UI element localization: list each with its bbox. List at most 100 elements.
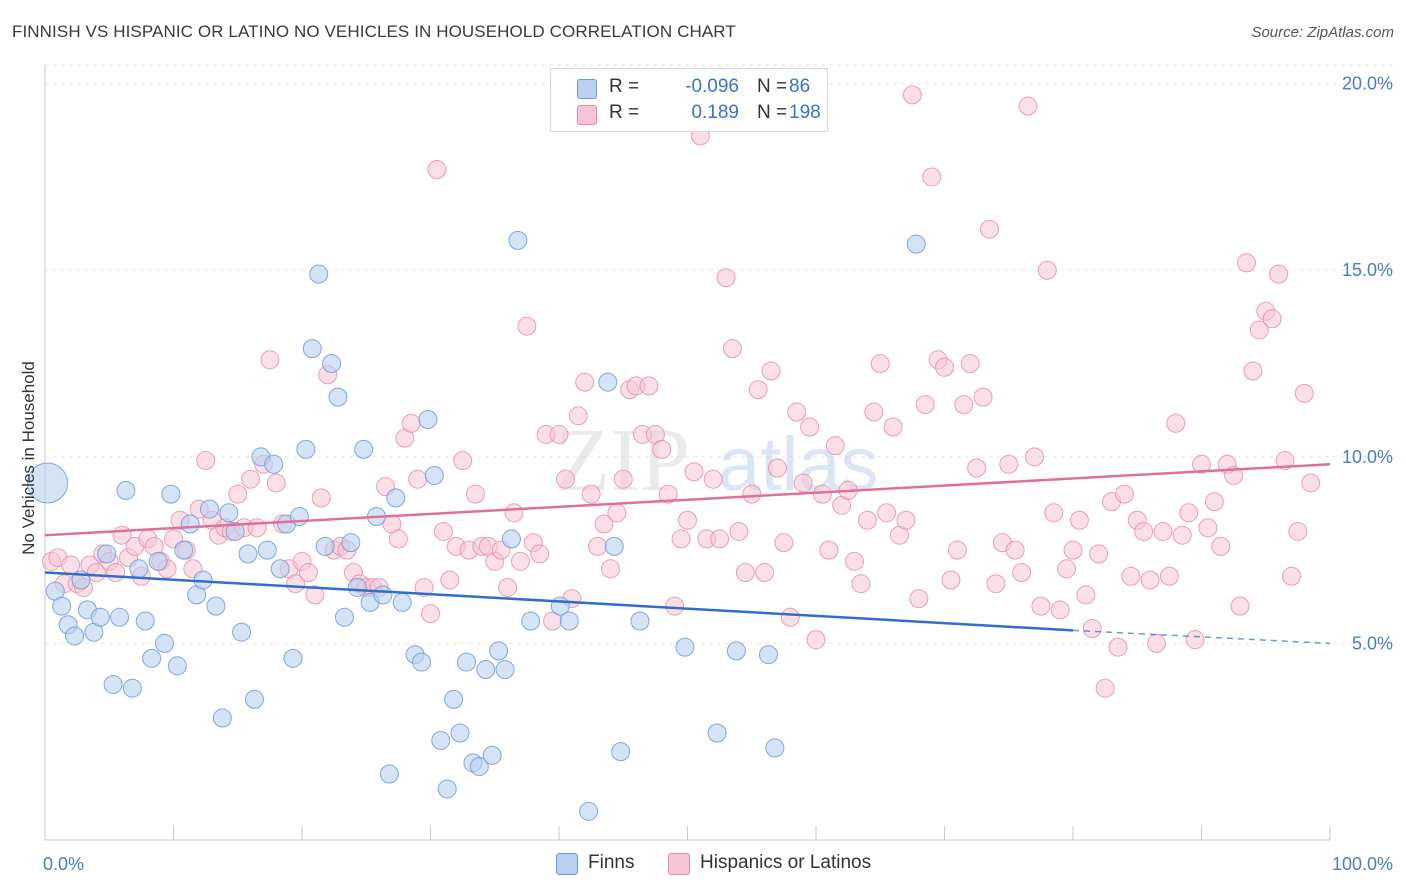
hispanic-point — [530, 544, 550, 564]
finns-point — [270, 559, 290, 579]
finns-point — [559, 611, 579, 631]
finns-point — [135, 611, 155, 631]
hispanic-point — [742, 484, 762, 504]
hispanic-point — [735, 563, 755, 583]
finns-point — [199, 499, 219, 519]
y-axis-title: No Vehicles in Household — [19, 361, 38, 555]
hispanic-point — [767, 458, 787, 478]
trend-lines — [44, 463, 1331, 645]
finns-point — [604, 536, 624, 556]
hispanic-point — [196, 451, 216, 471]
hispanic-point — [594, 514, 614, 534]
finns-point — [373, 585, 393, 605]
hispanic-point — [954, 395, 974, 415]
axes — [44, 65, 1331, 841]
finns-point — [476, 660, 496, 680]
hispanic-point — [812, 484, 832, 504]
hispanic-point — [973, 387, 993, 407]
hispanic-point — [1108, 637, 1128, 657]
hispanic-point — [266, 473, 286, 493]
hispanic-point — [388, 529, 408, 549]
hispanics-label: Hispanics or Latinos — [700, 852, 872, 873]
finns-point — [482, 745, 502, 765]
finns-point — [174, 540, 194, 560]
tick-labels: 5.0% 10.0% 15.0% 20.0% 0.0% 100.0% — [43, 74, 1393, 874]
hispanic-point — [1050, 600, 1070, 620]
hispanic-point — [755, 563, 775, 583]
hispanic-point — [1204, 492, 1224, 512]
hispanic-point — [498, 577, 518, 597]
legend-r-label: R = — [609, 102, 640, 123]
hispanic-point — [1211, 536, 1231, 556]
hispanic-point — [1288, 521, 1308, 541]
finns-swatch — [556, 853, 578, 875]
hispanic-point — [999, 454, 1019, 474]
hispanic-point — [915, 395, 935, 415]
hispanic-point — [613, 469, 633, 489]
finns-point — [180, 514, 200, 534]
hispanic-point — [639, 376, 659, 396]
series-finns-points — [27, 230, 926, 821]
hispanic-point — [311, 488, 331, 508]
hispanic-point — [549, 424, 569, 444]
y-tick-label: 5.0% — [1352, 633, 1393, 653]
x-tick-label: 0.0% — [43, 854, 84, 874]
hispanic-point — [665, 596, 685, 616]
hispanic-point — [1134, 521, 1154, 541]
hispanic-point — [703, 469, 723, 489]
finns-point — [296, 439, 316, 459]
finns-point — [315, 536, 335, 556]
legend-r-label: R = — [609, 76, 640, 97]
hispanic-point — [1269, 264, 1289, 284]
hispanic-point — [729, 521, 749, 541]
finns-point — [110, 607, 130, 627]
hispanic-point — [1294, 383, 1314, 403]
finns-point — [90, 607, 110, 627]
finns-point — [322, 354, 342, 374]
finns-point — [232, 622, 252, 642]
hispanic-point — [1024, 447, 1044, 467]
finns-point — [726, 641, 746, 661]
hispanic-point — [722, 339, 742, 359]
finns-point — [148, 551, 168, 571]
hispanic-point — [298, 563, 318, 583]
source-label: Source: ZipAtlas.com — [1251, 24, 1394, 41]
x-tick-label: 100.0% — [1332, 854, 1393, 874]
finns-point — [334, 607, 354, 627]
hispanic-point — [780, 607, 800, 627]
hispanic-point — [652, 439, 672, 459]
hispanic-point — [305, 585, 325, 605]
hispanic-point — [1095, 678, 1115, 698]
finns-point — [489, 641, 509, 661]
finns-point — [501, 529, 521, 549]
hispanic-point — [504, 503, 524, 523]
hispanic-point — [588, 536, 608, 556]
hispanic-point — [710, 529, 730, 549]
hispanic-point — [600, 559, 620, 579]
hispanic-point — [1236, 253, 1256, 273]
finns-point — [437, 779, 457, 799]
finns-trend-line — [44, 571, 1074, 632]
finns-point — [212, 708, 232, 728]
hispanic-point — [857, 510, 877, 530]
hispanic-point — [986, 574, 1006, 594]
finns-point — [347, 577, 367, 597]
hispanic-point — [1069, 510, 1089, 530]
hispanic-point — [909, 589, 929, 609]
hispanic-point — [241, 469, 261, 489]
hispanic-point — [421, 604, 440, 624]
hispanic-point — [1012, 563, 1032, 583]
finns-point — [495, 660, 515, 680]
hispanic-point — [1037, 260, 1057, 280]
hispanic-point — [1076, 585, 1096, 605]
finns-point — [129, 559, 149, 579]
hispanic-point — [1031, 596, 1051, 616]
hispanic-point — [86, 563, 106, 583]
finns-point — [257, 540, 277, 560]
finns-point — [765, 738, 785, 758]
finns-point — [142, 648, 162, 668]
hispanic-point — [960, 354, 980, 374]
hispanic-point — [440, 570, 460, 590]
hispanic-point — [408, 469, 428, 489]
finns-point — [97, 544, 117, 564]
